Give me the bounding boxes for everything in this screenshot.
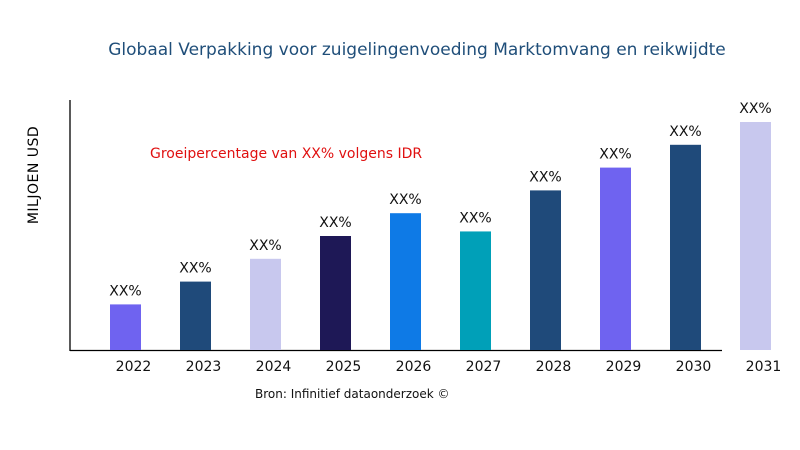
data-label-2030: XX% xyxy=(669,124,701,140)
x-tick-label-2028: 2028 xyxy=(536,359,572,375)
x-tick-label-2031: 2031 xyxy=(746,359,782,375)
x-tick-label-2022: 2022 xyxy=(116,359,152,375)
data-label-2026: XX% xyxy=(389,192,421,208)
x-tick-label-2024: 2024 xyxy=(256,359,292,375)
bar-2022 xyxy=(110,304,141,350)
data-label-2031: XX% xyxy=(739,101,771,117)
data-label-2028: XX% xyxy=(529,169,561,185)
x-tick-label-2029: 2029 xyxy=(606,359,642,375)
x-tick-label-2026: 2026 xyxy=(396,359,432,375)
x-tick-label-2023: 2023 xyxy=(186,359,222,375)
bar-2023 xyxy=(180,281,211,350)
source-note: Bron: Infinitief dataonderzoek © xyxy=(255,387,450,401)
bar-2031 xyxy=(740,122,771,350)
data-label-2027: XX% xyxy=(459,210,491,226)
data-label-2023: XX% xyxy=(179,261,211,277)
chart-title: Globaal Verpakking voor zuigelingenvoedi… xyxy=(108,40,726,60)
data-label-2025: XX% xyxy=(319,215,351,231)
bar-2025 xyxy=(320,236,351,350)
bar-2024 xyxy=(250,258,281,350)
bar-2027 xyxy=(460,231,491,350)
bar-2029 xyxy=(600,167,631,350)
data-label-2024: XX% xyxy=(249,238,281,254)
x-tick-label-2027: 2027 xyxy=(466,359,502,375)
x-tick-label-2025: 2025 xyxy=(326,359,362,375)
growth-annotation: Groeipercentage van XX% volgens IDR xyxy=(150,146,423,162)
bar-2030 xyxy=(670,144,701,350)
bar-2026 xyxy=(390,213,421,350)
x-tick-label-2030: 2030 xyxy=(676,359,712,375)
data-label-2022: XX% xyxy=(109,283,141,299)
data-label-2029: XX% xyxy=(599,147,631,163)
bar-2028 xyxy=(530,190,561,350)
